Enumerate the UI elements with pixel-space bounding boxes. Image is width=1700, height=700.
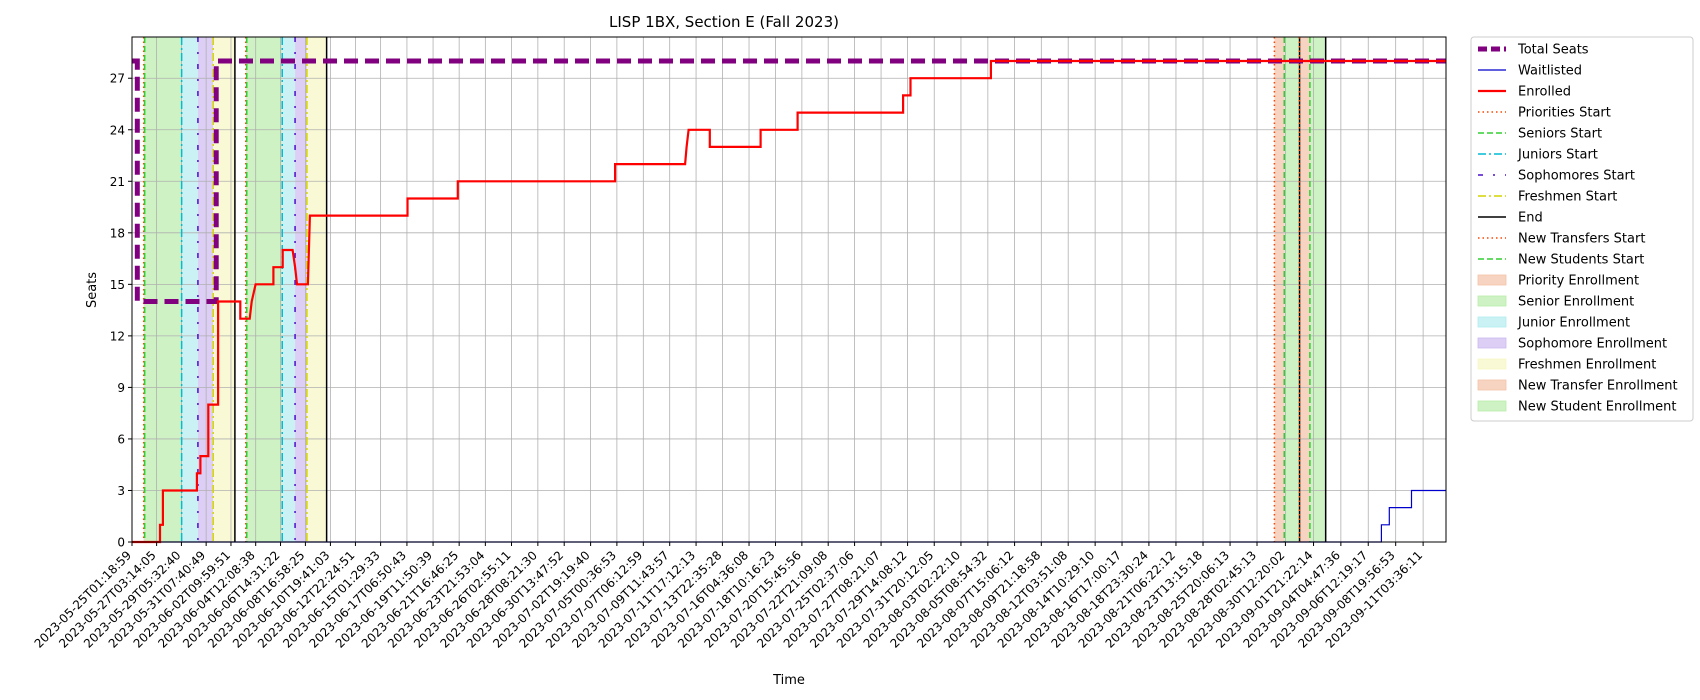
period-band (1299, 37, 1310, 542)
period-band (306, 37, 327, 542)
legend-swatch (1477, 358, 1507, 370)
legend-swatch (1477, 274, 1507, 286)
enrollment-period-bands (143, 37, 1326, 542)
y-tick-label: 27 (110, 72, 125, 86)
legend-label: Freshmen Enrollment (1518, 358, 1656, 373)
legend-swatch (1477, 400, 1507, 412)
y-axis-label: Seats (85, 272, 100, 308)
y-tick-label: 0 (117, 536, 125, 550)
legend-label: Seniors Start (1518, 127, 1602, 142)
y-tick-label: 24 (110, 123, 125, 137)
y-tick-label: 15 (110, 278, 125, 292)
legend-label: Sophomores Start (1518, 169, 1635, 184)
y-tick-label: 21 (110, 175, 125, 189)
period-band (1284, 37, 1300, 542)
legend-label: Sophomore Enrollment (1518, 337, 1667, 352)
legend-label: Freshmen Start (1518, 190, 1617, 205)
y-axis-ticks: 0 3 6 9 12 15 18 21 24 27 (110, 72, 132, 550)
period-band (282, 37, 296, 542)
chart-legend: Total Seats Waitlisted Enrolled Priorities … (1470, 36, 1694, 422)
y-tick-label: 18 (110, 226, 125, 240)
series-line (132, 489, 1446, 543)
legend-label: Priorities Start (1518, 106, 1611, 121)
period-band (295, 37, 307, 542)
legend-swatch (1477, 379, 1507, 391)
legend-label: New Transfers Start (1518, 232, 1645, 247)
plot-frame (131, 36, 1447, 543)
y-tick-label: 12 (110, 329, 125, 343)
series-line (132, 58, 1446, 304)
legend-label: Total Seats (1517, 43, 1589, 58)
chart-title: LISP 1BX, Section E (Fall 2023) (609, 13, 839, 31)
legend-label: End (1518, 211, 1543, 226)
period-band (144, 37, 182, 542)
y-tick-label: 3 (117, 484, 125, 498)
period-band (246, 37, 283, 542)
period-band (1274, 37, 1285, 542)
period-band (181, 37, 198, 542)
legend-label: New Transfer Enrollment (1518, 379, 1678, 394)
legend-frame (1470, 36, 1694, 422)
legend-label: Enrolled (1518, 85, 1571, 100)
legend-label: Waitlisted (1518, 64, 1582, 79)
legend-label: Priority Enrollment (1518, 274, 1639, 289)
legend-swatch (1477, 295, 1507, 307)
legend-label: New Student Enrollment (1518, 400, 1676, 415)
legend-label: Juniors Start (1517, 148, 1598, 163)
legend-label: New Students Start (1518, 253, 1644, 268)
period-band (1309, 37, 1326, 542)
legend-label: Senior Enrollment (1518, 295, 1634, 310)
legend-swatch (1477, 316, 1507, 328)
y-tick-label: 6 (117, 432, 125, 446)
legend-label: Junior Enrollment (1517, 316, 1630, 331)
period-marker-lines (142, 37, 1327, 542)
grid-lines (131, 37, 1446, 543)
legend-swatch (1477, 337, 1507, 349)
series-line (132, 59, 1446, 544)
y-tick-label: 9 (117, 381, 125, 395)
x-axis-label: Time (772, 673, 805, 688)
x-axis-ticks: 2023-05-25T01:18:592023-05-27T03:14:0520… (32, 542, 1425, 651)
data-series (132, 58, 1446, 544)
